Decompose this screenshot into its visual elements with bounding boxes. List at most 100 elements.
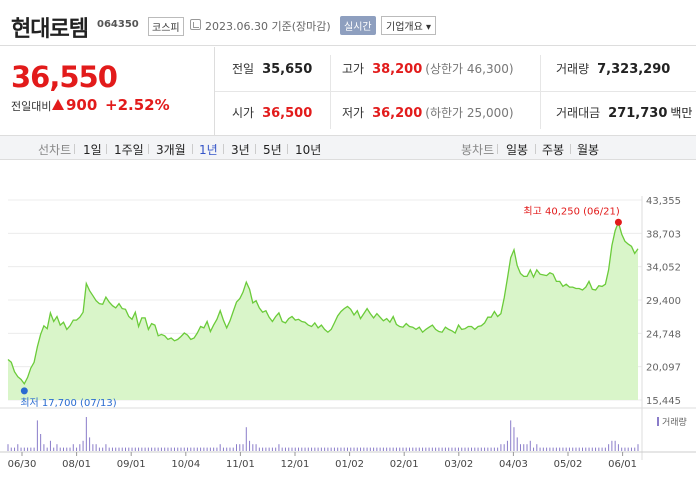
- volume-bar: [376, 447, 378, 451]
- volume-legend-swatch: [657, 417, 659, 426]
- volume-bar: [72, 444, 74, 451]
- column-divider: [330, 55, 331, 129]
- stat-label: 거래량: [556, 62, 590, 76]
- tab-10y[interactable]: 10년: [295, 143, 322, 157]
- volume-bar: [386, 447, 388, 451]
- volume-bar: [608, 444, 610, 451]
- volume-bar: [30, 447, 32, 451]
- column-divider: [540, 55, 541, 129]
- volume-bar: [337, 447, 339, 451]
- volume-bar: [526, 444, 528, 451]
- volume-bar: [578, 447, 580, 451]
- stat-value: 7,323,290: [597, 62, 671, 77]
- volume-bar: [134, 447, 136, 451]
- x-tick-label: 09/01: [117, 459, 146, 470]
- volume-bar: [291, 447, 293, 451]
- volume-bar: [412, 447, 414, 451]
- volume-bar: [444, 447, 446, 451]
- volume-bar: [43, 444, 45, 451]
- realtime-button[interactable]: 실시간: [340, 16, 376, 35]
- volume-bar: [405, 447, 407, 451]
- company-info-dropdown[interactable]: 기업개요 ▾: [381, 16, 436, 35]
- volume-bar: [268, 447, 270, 451]
- volume-bar: [128, 447, 130, 451]
- volume-label: 거래량: [662, 416, 687, 428]
- volume-bar: [503, 444, 505, 451]
- volume-bar: [235, 444, 237, 451]
- volume-bar: [252, 444, 254, 451]
- tab-5y[interactable]: 5년: [263, 143, 282, 157]
- tab-divider: [255, 144, 256, 154]
- volume-bar: [160, 447, 162, 451]
- stock-code: 064350: [97, 19, 139, 30]
- chart-period-tabs: 선차트 1일 1주일 3개월 1년 3년 5년 10년 봉차트 일봉 주봉 월봉: [0, 135, 696, 160]
- stat-prev-close: 전일 35,650: [232, 60, 312, 77]
- volume-bar: [575, 447, 577, 451]
- tab-weekly[interactable]: 주봉: [542, 143, 565, 157]
- volume-bar: [493, 447, 495, 451]
- tab-divider: [192, 144, 193, 154]
- volume-bar: [298, 447, 300, 451]
- volume-bar: [281, 447, 283, 451]
- volume-bar: [477, 447, 479, 451]
- volume-bar: [490, 447, 492, 451]
- volume-bar: [317, 447, 319, 451]
- volume-bar: [333, 447, 335, 451]
- high-annotation: 최고 40,250 (06/21): [523, 205, 619, 217]
- volume-bar: [62, 447, 64, 451]
- volume-bar: [173, 447, 175, 451]
- tab-monthly[interactable]: 월봉: [577, 143, 600, 157]
- volume-bar: [346, 447, 348, 451]
- volume-bar: [395, 447, 397, 451]
- volume-bar: [392, 447, 394, 451]
- stat-value: 36,500: [262, 106, 313, 121]
- price-panel: 36,550 전일대비 900 +2.52%: [0, 47, 215, 135]
- volume-bar: [232, 447, 234, 451]
- volume-bar: [500, 444, 502, 451]
- volume-bar: [389, 447, 391, 451]
- volume-bar: [516, 437, 518, 451]
- volume-bar: [226, 447, 228, 451]
- chart-svg: 43,355 38,703 34,052 29,400 24,748 20,097 15,4…: [0, 196, 696, 470]
- volume-bar: [431, 447, 433, 451]
- tab-divider: [106, 144, 107, 154]
- volume-bar: [533, 447, 535, 451]
- stat-sub: (하한가 25,000): [425, 106, 514, 120]
- volume-bar: [222, 447, 224, 451]
- high-marker: [614, 218, 622, 226]
- volume-bar: [585, 447, 587, 451]
- volume-bar: [595, 447, 597, 451]
- volume-bar: [92, 444, 94, 451]
- y-tick-label: 43,355: [646, 196, 681, 207]
- tab-1d[interactable]: 1일: [83, 143, 102, 157]
- x-tick-label: 10/04: [171, 459, 200, 470]
- volume-bar: [480, 447, 482, 451]
- y-tick-label: 34,052: [646, 263, 681, 274]
- volume-bar: [562, 447, 564, 451]
- tab-1y[interactable]: 1년: [199, 143, 218, 157]
- volume-bar: [56, 444, 58, 451]
- volume-bar: [363, 447, 365, 451]
- stat-value: 35,650: [262, 62, 313, 77]
- volume-bar: [196, 447, 198, 451]
- volume-bar: [278, 444, 280, 451]
- volume-bar: [213, 447, 215, 451]
- tab-3y[interactable]: 3년: [231, 143, 250, 157]
- tab-1w[interactable]: 1주일: [114, 143, 144, 157]
- stat-sub: (상한가 46,300): [425, 62, 514, 76]
- tab-3m[interactable]: 3개월: [156, 143, 186, 157]
- volume-bar: [95, 444, 97, 451]
- volume-bar: [187, 447, 189, 451]
- stat-value: 38,200: [372, 62, 423, 77]
- volume-bar: [40, 434, 42, 451]
- volume-bar: [255, 444, 257, 451]
- tab-daily[interactable]: 일봉: [506, 143, 529, 157]
- volume-bar: [314, 447, 316, 451]
- volume-bar: [144, 447, 146, 451]
- volume-bar: [288, 447, 290, 451]
- change-rate: +2.52%: [105, 96, 170, 114]
- volume-bar: [340, 447, 342, 451]
- low-annotation: 최저 17,700 (07/13): [20, 397, 116, 409]
- volume-bar: [601, 447, 603, 451]
- volume-bar: [529, 440, 531, 451]
